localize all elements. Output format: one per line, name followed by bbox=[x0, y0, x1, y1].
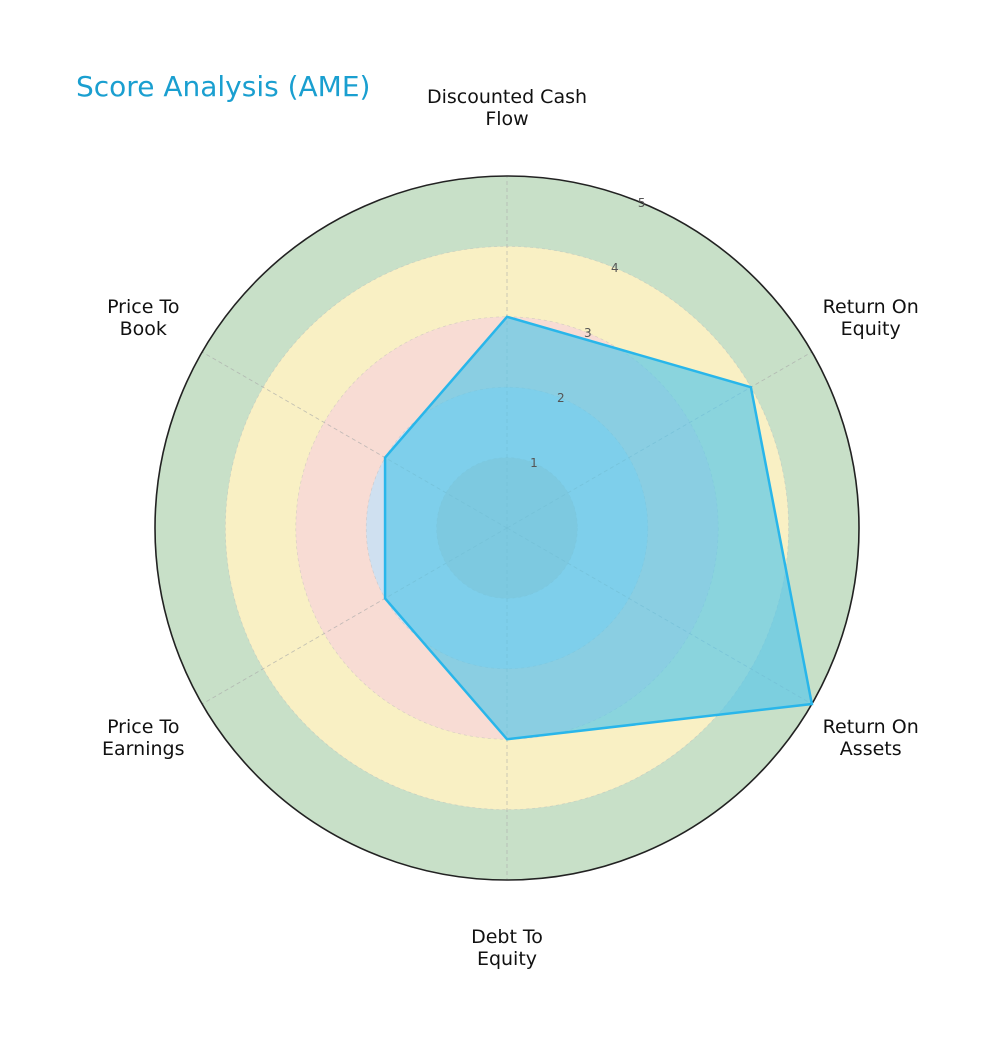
category-label: Debt To bbox=[471, 926, 543, 948]
radial-tick-label: 2 bbox=[557, 391, 565, 405]
category-label: Assets bbox=[840, 738, 902, 760]
category-label: Return On bbox=[823, 296, 919, 318]
category-label: Equity bbox=[477, 948, 537, 970]
category-label: Return On bbox=[823, 716, 919, 738]
category-label: Earnings bbox=[102, 738, 184, 760]
category-label: Book bbox=[120, 318, 167, 340]
radial-tick-label: 3 bbox=[584, 326, 592, 340]
category-label: Price To bbox=[107, 716, 179, 738]
category-label: Price To bbox=[107, 296, 179, 318]
radial-tick-label: 1 bbox=[530, 456, 538, 470]
chart-title: Score Analysis (AME) bbox=[76, 70, 370, 103]
radial-tick-label: 5 bbox=[638, 196, 646, 210]
category-label: Equity bbox=[841, 318, 901, 340]
radial-tick-label: 4 bbox=[611, 261, 619, 275]
category-label: Discounted Cash bbox=[427, 86, 587, 108]
category-label: Flow bbox=[485, 108, 528, 130]
